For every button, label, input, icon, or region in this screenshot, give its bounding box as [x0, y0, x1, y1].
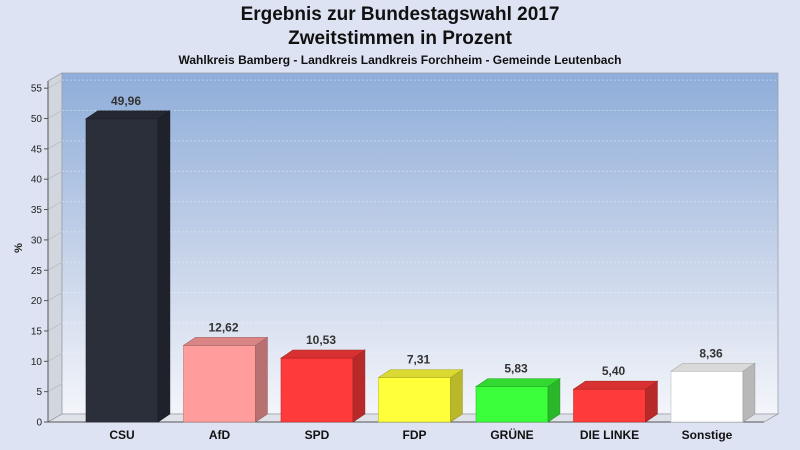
gridline-wall — [47, 383, 63, 392]
chart-title: Ergebnis zur Bundestagswahl 2017 — [240, 4, 560, 25]
category-label-afd: AfD — [209, 428, 231, 442]
gridline-wall — [47, 352, 63, 362]
bar-side-sonstige — [742, 362, 756, 423]
category-label-csu: CSU — [109, 428, 134, 442]
bar-top-spd — [280, 349, 366, 359]
plot-left-wall — [47, 72, 63, 423]
y-tick-label: 5 — [36, 387, 42, 398]
gridline-wall — [47, 292, 63, 301]
y-tick-label: 20 — [31, 296, 43, 307]
bar-top-csu — [85, 110, 171, 120]
y-tick-label: 25 — [31, 266, 43, 277]
y-tick-label: 30 — [31, 235, 43, 246]
bar-top-gr-ne — [475, 378, 561, 387]
bar-side-csu — [157, 110, 171, 423]
gridline-wall — [47, 231, 63, 241]
chart-subtitle: Zweitstimmen in Prozent — [288, 28, 512, 49]
y-tick-label: 15 — [31, 326, 43, 337]
bar-top-afd — [182, 337, 269, 346]
gridline-wall — [47, 322, 63, 332]
bar-csu — [85, 118, 159, 423]
bar-top-fdp — [377, 369, 464, 378]
value-label-afd: 12,62 — [208, 320, 238, 334]
bar-die-linke — [573, 388, 646, 423]
bar-top-sonstige — [670, 362, 756, 372]
category-label-spd: SPD — [305, 428, 330, 442]
gridline-wall — [47, 140, 63, 150]
gridline-wall — [47, 110, 63, 119]
gridline-wall — [47, 201, 63, 210]
value-label-sonstige: 8,36 — [699, 346, 723, 360]
y-tick-label: 50 — [31, 114, 43, 125]
value-label-fdp: 7,31 — [407, 353, 431, 367]
y-tick-label: 55 — [31, 84, 43, 95]
bar-fdp — [378, 377, 451, 423]
category-label-sonstige: Sonstige — [682, 428, 733, 442]
category-label-die-linke: DIE LINKE — [580, 428, 639, 442]
gridline-wall — [47, 79, 63, 89]
y-tick-label: 0 — [36, 418, 42, 429]
y-tick-label: 45 — [31, 144, 43, 155]
value-label-spd: 10,53 — [306, 333, 336, 347]
gridline-wall — [47, 170, 63, 180]
value-label-die-linke: 5,40 — [602, 364, 626, 378]
bar-side-afd — [255, 336, 268, 423]
gridline-wall — [47, 261, 63, 271]
bar-spd — [280, 357, 354, 423]
chart-caption: Wahlkreis Bamberg - Landkreis Landkreis … — [178, 53, 622, 67]
bar-side-fdp — [450, 369, 463, 423]
category-label-gr-ne: GRÜNE — [490, 427, 533, 442]
bar-sonstige — [670, 370, 744, 423]
bar-side-spd — [352, 349, 366, 423]
bar-afd — [183, 345, 256, 423]
value-label-gr-ne: 5,83 — [504, 362, 528, 376]
value-label-csu: 49,96 — [111, 94, 141, 108]
category-label-fdp: FDP — [403, 428, 427, 442]
y-tick-label: 10 — [31, 357, 43, 368]
plot-back-wall — [61, 72, 779, 415]
y-tick-label: 35 — [31, 205, 43, 216]
y-tick-label: 40 — [31, 175, 43, 186]
bar-top-die-linke — [572, 380, 659, 390]
bar-gr-ne — [475, 386, 549, 423]
y-axis-label: % — [13, 243, 25, 253]
